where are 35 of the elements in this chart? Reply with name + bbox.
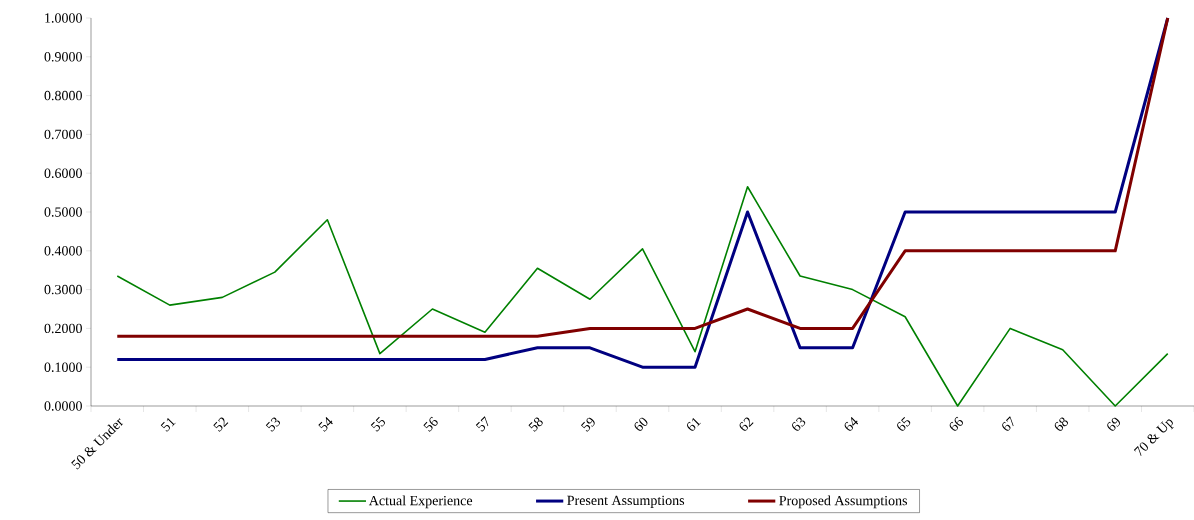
y-tick-label: 1.0000 xyxy=(45,13,82,23)
x-tick-label: 53 xyxy=(265,417,281,432)
x-tick-label: 57 xyxy=(475,416,489,432)
y-tick-label: 0.9000 xyxy=(44,52,82,62)
x-tick-label: 65 xyxy=(897,416,911,431)
y-tick-label: 0.7000 xyxy=(44,129,82,140)
y-tick-label: 0.0000 xyxy=(44,401,82,411)
y-tick-label: 0.8000 xyxy=(44,90,82,101)
x-tick-label: 63 xyxy=(792,417,806,431)
line-series xyxy=(116,185,1169,407)
x-tick-label: 55 xyxy=(370,416,385,432)
x-tick-label: 60 xyxy=(634,417,648,431)
x-tick-label: 52 xyxy=(213,417,229,432)
y-tick-label: 0.4000 xyxy=(44,246,82,256)
y-tick-label: 0.3000 xyxy=(44,284,82,295)
x-tick-label: 59 xyxy=(580,417,595,432)
x-tick-label: 64 xyxy=(844,417,859,431)
y-tick-label: 0.2000 xyxy=(44,323,82,334)
x-tick-label: 61 xyxy=(687,417,701,431)
y-tick-label: 0.5000 xyxy=(44,207,82,217)
legend-label: Proposed Assumptions xyxy=(779,495,908,509)
x-tick-label: 68 xyxy=(1054,417,1069,431)
x-tick-label: 58 xyxy=(528,417,543,432)
x-tick-label: 62 xyxy=(739,417,754,431)
x-tick-label: 51 xyxy=(160,417,176,432)
x-tick-label: 69 xyxy=(1107,417,1120,431)
x-tick-label: 70 & Up xyxy=(1133,419,1174,457)
x-tick-label: 66 xyxy=(949,416,963,431)
y-tick-label: 0.1000 xyxy=(44,362,82,372)
y-tick-label: 0.6000 xyxy=(44,168,82,178)
x-tick-label: 54 xyxy=(318,417,333,432)
x-tick-label: 67 xyxy=(1002,416,1014,431)
legend-label: Present Assumptions xyxy=(567,495,685,508)
x-tick-label: 56 xyxy=(423,416,438,432)
legend-label: Actual Experience xyxy=(368,495,473,509)
